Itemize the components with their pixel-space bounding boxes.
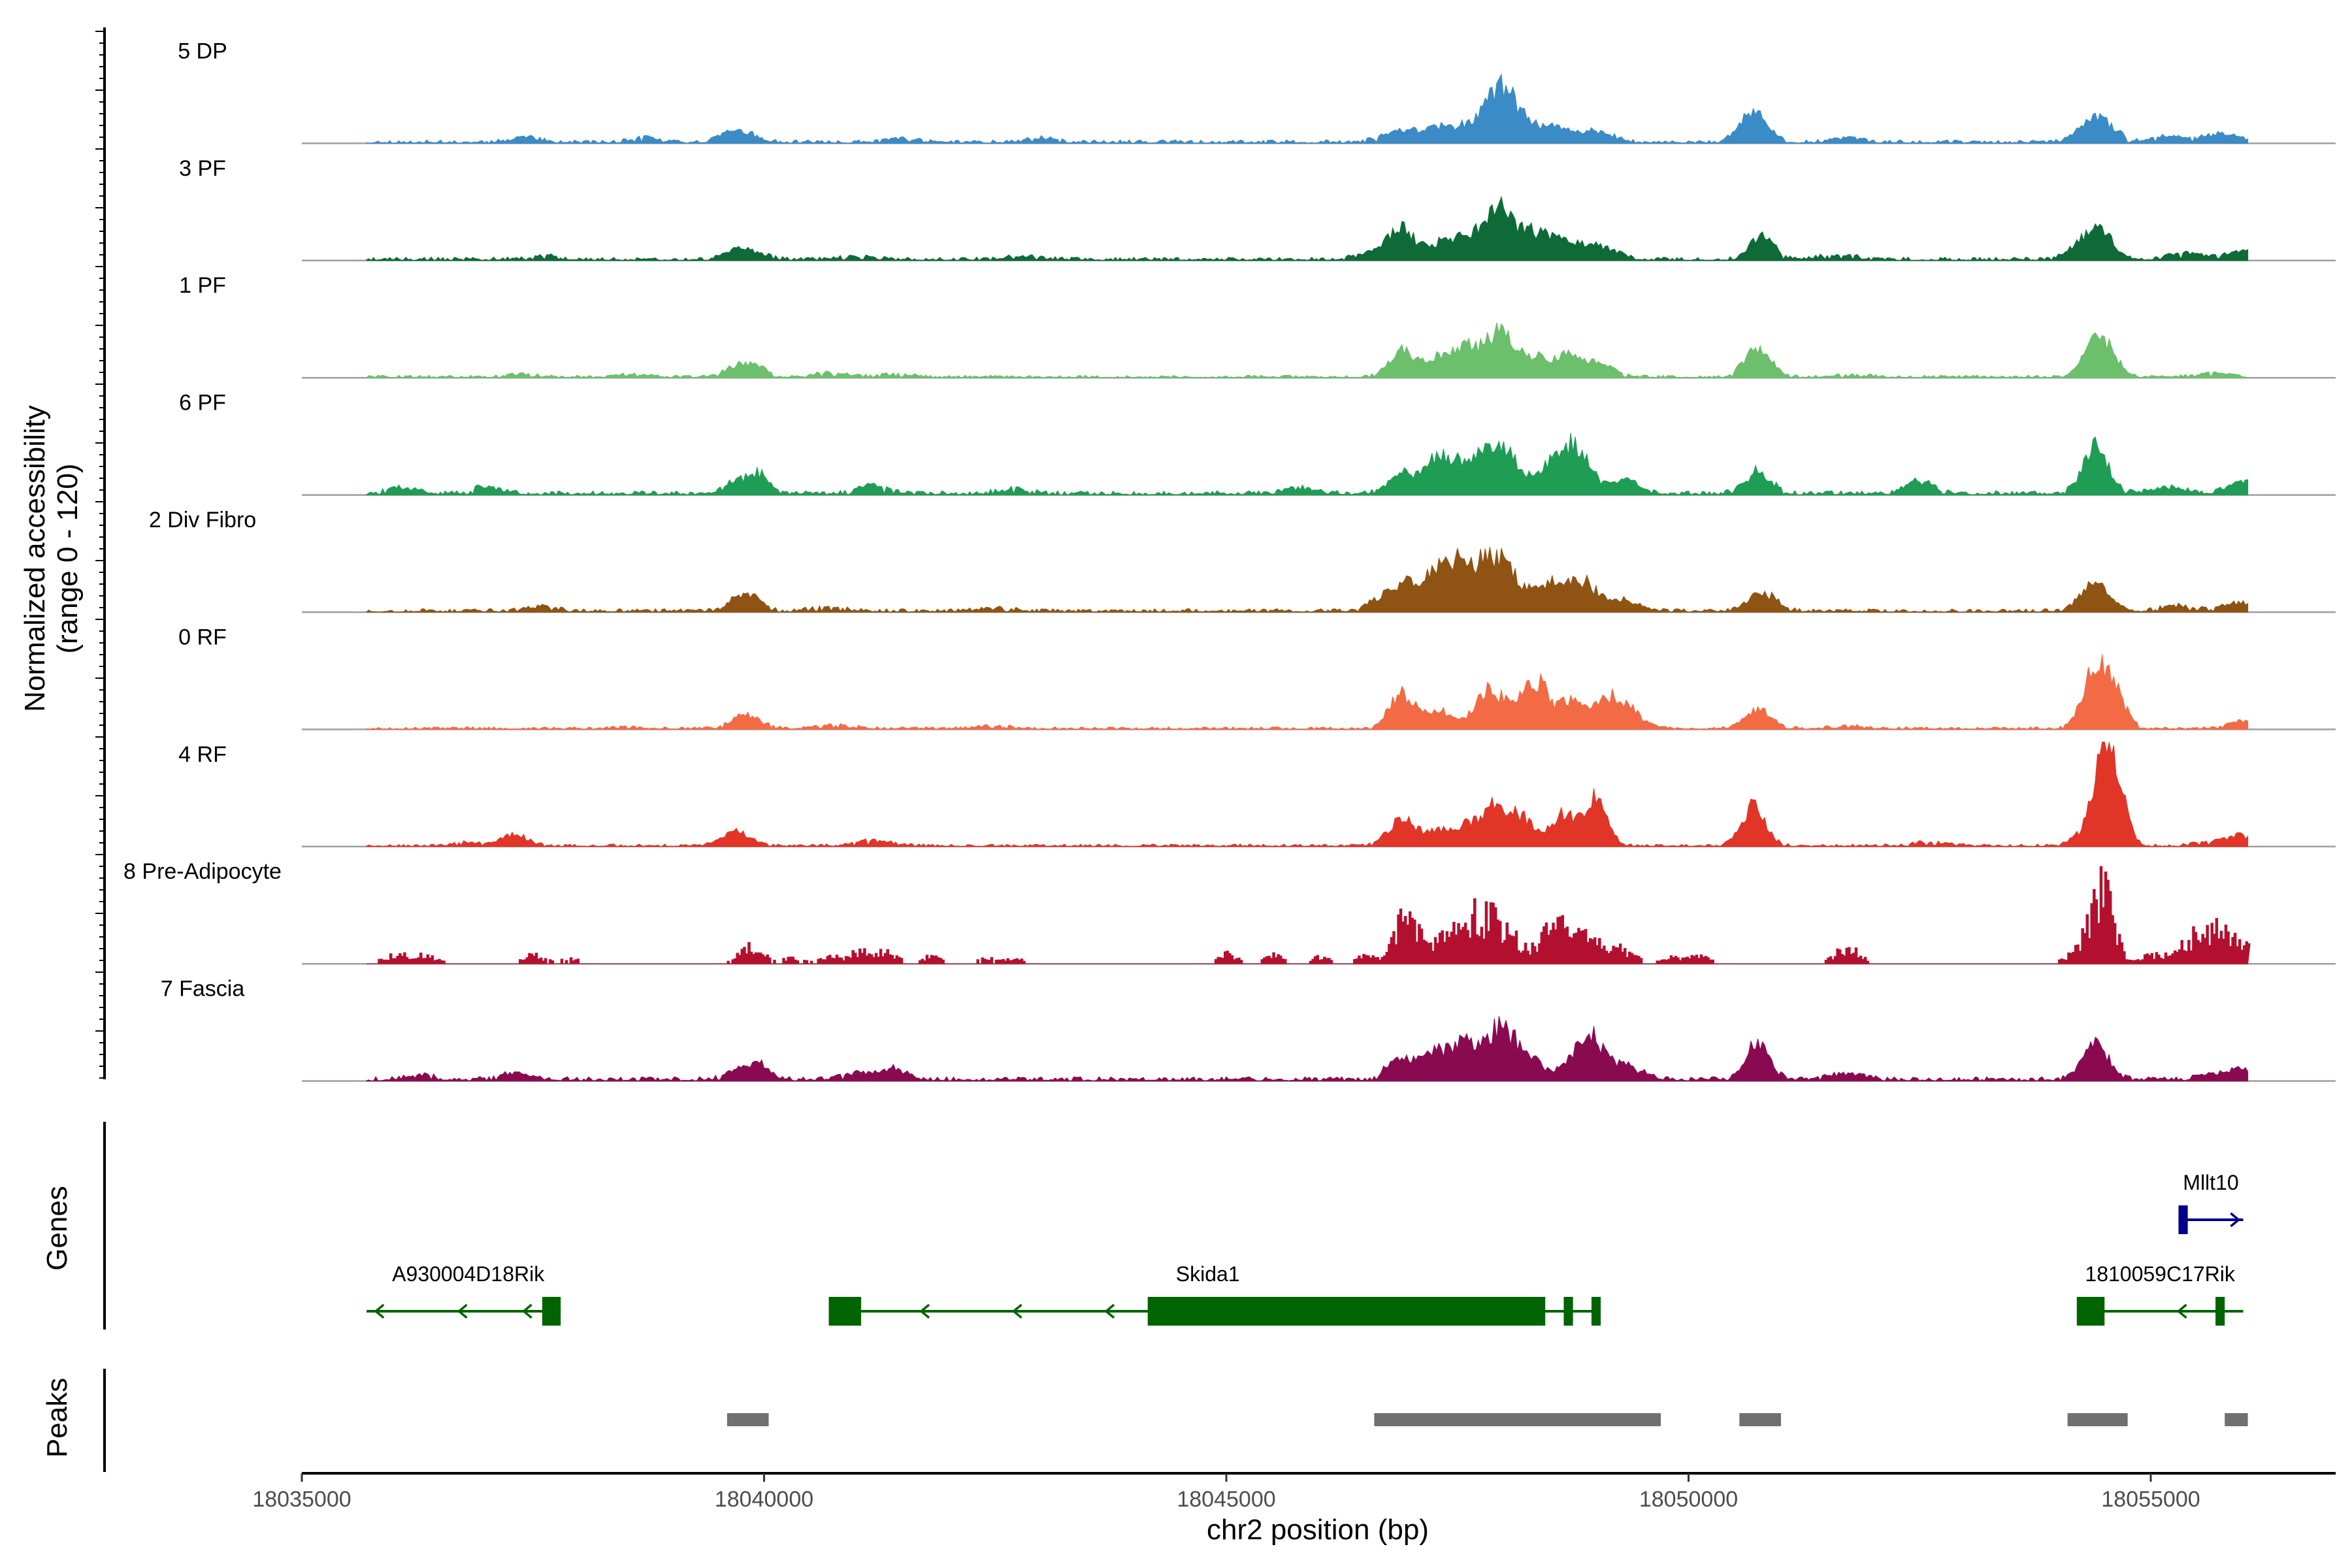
gene-label: Skida1 xyxy=(1176,1262,1240,1286)
track-label: 3 PF xyxy=(179,156,226,181)
strand-arrow xyxy=(457,1303,468,1319)
coverage-track: 8 Pre-Adipocyte xyxy=(123,859,2336,965)
strand-arrow xyxy=(1104,1303,1115,1319)
coverage-area xyxy=(366,547,2249,613)
gene-model: Skida1 xyxy=(828,1262,1601,1326)
track-label: 0 RF xyxy=(178,625,227,649)
coverage-area xyxy=(367,866,2251,964)
track-label: 7 Fascia xyxy=(161,977,245,1002)
coverage-track: 4 RF xyxy=(178,742,2336,848)
gene-exon xyxy=(1147,1297,1546,1326)
coverage-area xyxy=(366,1016,2249,1082)
gene-model: 1810059C17Rik xyxy=(2076,1262,2244,1326)
x-tick-label: 18040000 xyxy=(715,1487,813,1512)
track-label: 2 Div Fibro xyxy=(149,508,256,532)
strand-arrow xyxy=(2176,1303,2187,1319)
gene-label: Mllt10 xyxy=(2183,1171,2238,1194)
peak-region xyxy=(2225,1413,2248,1426)
axes: Normalized accessibility (range 0 - 120)… xyxy=(19,27,2336,1546)
peak-track xyxy=(727,1413,2248,1426)
coverage-track: 2 Div Fibro xyxy=(149,508,2336,613)
x-tick-label: 18055000 xyxy=(2101,1487,2200,1512)
x-tick-label: 18050000 xyxy=(1639,1487,1738,1512)
peak-region xyxy=(2067,1413,2128,1426)
x-tick-label: 18035000 xyxy=(252,1487,351,1512)
coverage-track: 1 PF xyxy=(179,273,2336,379)
peak-region xyxy=(1374,1413,1661,1426)
strand-arrow xyxy=(521,1303,532,1319)
strand-arrow xyxy=(2230,1212,2241,1228)
track-label: 6 PF xyxy=(179,391,226,416)
coverage-track: 0 RF xyxy=(178,625,2336,730)
gene-exon xyxy=(828,1297,862,1326)
coverage-tracks: 5 DP 3 PF 1 PF 6 PF 2 Div Fibro 0 RF 4 RF 8 Pre… xyxy=(123,39,2336,1082)
strand-arrow xyxy=(1011,1303,1022,1319)
coverage-area xyxy=(366,654,2249,730)
track-label: 5 DP xyxy=(178,39,227,63)
gene-exon xyxy=(1563,1297,1573,1326)
gene-exon xyxy=(1591,1297,1601,1326)
gene-label: 1810059C17Rik xyxy=(2085,1262,2236,1286)
y-axis-title-line1: Normalized accessibility xyxy=(19,405,51,711)
coverage-area xyxy=(366,322,2249,378)
coverage-area xyxy=(366,742,2249,847)
peak-region xyxy=(727,1413,769,1426)
coverage-area xyxy=(366,433,2249,496)
gene-model: Mllt10 xyxy=(2178,1171,2244,1234)
track-label: 4 RF xyxy=(178,742,227,767)
strand-arrow xyxy=(374,1303,385,1319)
peaks-panel-title: Peaks xyxy=(41,1378,73,1458)
gene-exon xyxy=(542,1297,561,1326)
y-axis-title-line2: (range 0 - 120) xyxy=(52,463,84,653)
track-label: 1 PF xyxy=(179,273,226,298)
coverage-track: 5 DP xyxy=(178,39,2336,144)
peak-region xyxy=(1739,1413,1781,1426)
coverage-track: 7 Fascia xyxy=(161,977,2336,1082)
gene-exon xyxy=(2215,1297,2225,1326)
x-axis-title: chr2 position (bp) xyxy=(1207,1514,1429,1546)
gene-exon xyxy=(2076,1297,2105,1326)
coverage-track: 3 PF xyxy=(179,156,2336,262)
coverage-area xyxy=(366,73,2249,144)
coverage-area xyxy=(366,195,2249,261)
gene-exon xyxy=(2178,1205,2188,1234)
x-tick-label: 18045000 xyxy=(1177,1487,1275,1512)
coverage-track: 6 PF xyxy=(179,391,2336,496)
gene-track: A930004D18Rik Skida1 1810059C17Rik Mllt10 xyxy=(367,1171,2244,1326)
genes-panel-title: Genes xyxy=(41,1186,73,1271)
strand-arrow xyxy=(919,1303,930,1319)
track-label: 8 Pre-Adipocyte xyxy=(123,859,282,884)
gene-model: A930004D18Rik xyxy=(367,1262,561,1326)
gene-label: A930004D18Rik xyxy=(392,1262,545,1286)
